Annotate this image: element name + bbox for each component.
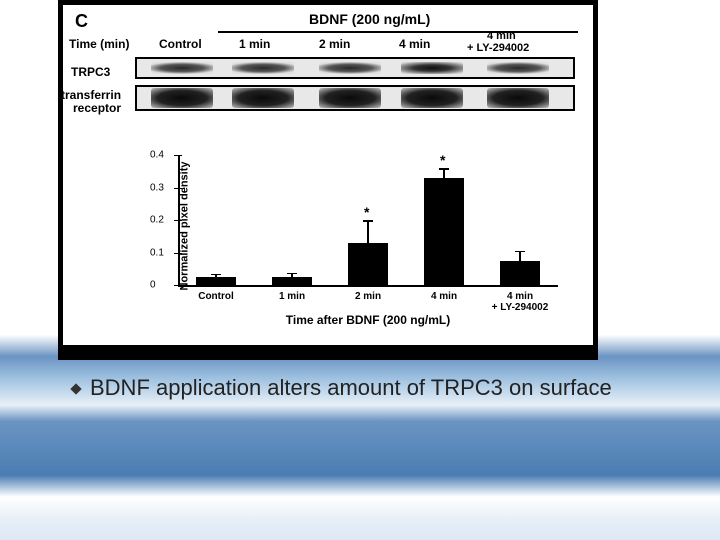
bdnf-header-underline xyxy=(218,31,578,33)
error-cap xyxy=(287,273,297,275)
y-tick xyxy=(174,220,182,221)
y-tick xyxy=(174,253,182,254)
panel-label: C xyxy=(75,11,88,32)
x-category-label: 4 min+ LY-294002 xyxy=(480,291,560,313)
blot-lane xyxy=(151,88,213,108)
blot-lane xyxy=(401,62,463,74)
bar-chart: Normalized pixel density 00.10.20.30.4Co… xyxy=(138,155,568,320)
header-1min: 1 min xyxy=(239,37,270,51)
x-axis xyxy=(178,285,558,287)
chart-bar xyxy=(348,243,388,285)
error-bar xyxy=(367,220,369,243)
blot-lane xyxy=(232,88,294,108)
bullet-text: BDNF application alters amount of TRPC3 … xyxy=(72,375,680,401)
significance-star: * xyxy=(440,152,445,168)
y-tick-label: 0.1 xyxy=(150,247,164,258)
blot-lane xyxy=(487,62,549,74)
chart-bar xyxy=(272,277,312,285)
y-tick xyxy=(174,188,182,189)
header-time: Time (min) xyxy=(69,37,129,51)
significance-star: * xyxy=(364,204,369,220)
bullet-content: BDNF application alters amount of TRPC3 … xyxy=(90,375,612,400)
blot-transferrin xyxy=(135,85,575,111)
error-cap xyxy=(211,274,221,276)
figure-panel-c: C BDNF (200 ng/mL) Time (min) Control 1 … xyxy=(58,0,598,360)
y-tick-label: 0.2 xyxy=(150,215,164,226)
chart-bar xyxy=(500,261,540,285)
header-control: Control xyxy=(159,37,202,51)
header-4min-ly-b: + LY-294002 xyxy=(467,42,529,54)
bdnf-treatment-header: BDNF (200 ng/mL) xyxy=(309,11,430,27)
blot-lane xyxy=(487,88,549,108)
bullet-diamond-icon xyxy=(70,384,81,395)
y-tick-label: 0.4 xyxy=(150,150,164,161)
y-tick-label: 0 xyxy=(150,280,156,291)
chart-bar xyxy=(196,277,236,285)
error-cap xyxy=(515,251,525,253)
error-cap xyxy=(439,168,449,170)
blot-trpc3 xyxy=(135,57,575,79)
blot-label-trpc3: TRPC3 xyxy=(71,65,110,79)
header-2min: 2 min xyxy=(319,37,350,51)
blot-lane xyxy=(151,62,213,74)
figure-inner: C BDNF (200 ng/mL) Time (min) Control 1 … xyxy=(63,5,593,345)
blot-label-transferrin: transferrin receptor xyxy=(61,89,121,115)
y-tick xyxy=(174,285,182,286)
y-tick xyxy=(174,155,182,156)
blot-lane xyxy=(232,62,294,74)
x-category-label: 2 min xyxy=(328,291,408,302)
header-4min-ly-a: 4 min xyxy=(487,30,516,42)
x-category-label: Control xyxy=(176,291,256,302)
header-4min: 4 min xyxy=(399,37,430,51)
blot-lane xyxy=(401,88,463,108)
x-axis-title: Time after BDNF (200 ng/mL) xyxy=(178,313,558,327)
blot-lane xyxy=(319,88,381,108)
blot-label-line: receptor xyxy=(61,102,121,115)
blot-lane xyxy=(319,62,381,74)
x-category-label: 1 min xyxy=(252,291,332,302)
x-category-label: 4 min xyxy=(404,291,484,302)
chart-bar xyxy=(424,178,464,285)
y-tick-label: 0.3 xyxy=(150,182,164,193)
error-cap xyxy=(363,220,373,222)
y-axis-title: Normalized pixel density xyxy=(178,162,190,291)
